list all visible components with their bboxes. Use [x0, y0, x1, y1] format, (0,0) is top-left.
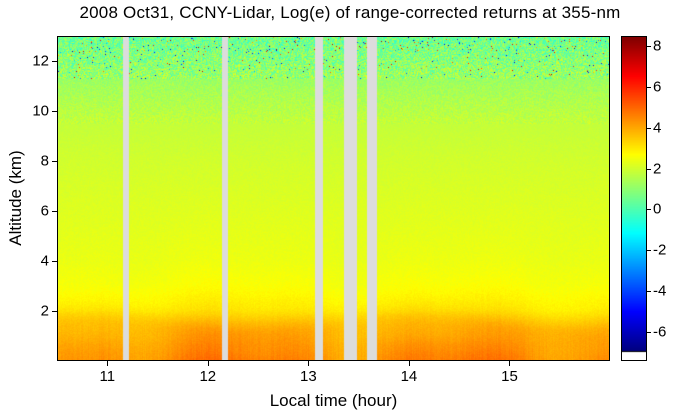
- y-tick-label: 6: [40, 202, 49, 220]
- x-tick-mark: [408, 361, 410, 366]
- colorbar-tick-label: -6: [653, 323, 667, 341]
- x-tick-mark: [509, 361, 511, 366]
- colorbar-tick-mark: [647, 86, 651, 88]
- y-tick-label: 12: [32, 52, 49, 70]
- x-tick-label: 13: [300, 368, 317, 385]
- heatmap-canvas: [58, 37, 609, 360]
- colorbar-tick-label: 4: [653, 119, 662, 137]
- colorbar-tick-label: 6: [653, 78, 662, 96]
- colorbar-tick-mark: [647, 127, 651, 129]
- x-tick-label: 12: [199, 368, 217, 385]
- colorbar-canvas: [622, 37, 646, 360]
- heatmap-plot: [57, 36, 610, 361]
- colorbar-tick-label: 8: [653, 37, 662, 55]
- y-tick-label: 4: [40, 252, 49, 270]
- colorbar-tick-mark: [647, 250, 651, 252]
- colorbar: [621, 36, 647, 361]
- y-tick-label: 8: [40, 152, 49, 170]
- x-tick-mark: [207, 361, 209, 366]
- y-axis-label: Altitude (km): [6, 150, 25, 246]
- x-tick-label: 15: [501, 368, 518, 385]
- x-tick-mark: [308, 361, 310, 366]
- x-tick-mark: [107, 361, 109, 366]
- y-tick-label: 10: [32, 102, 49, 120]
- y-tick-label: 2: [40, 302, 49, 320]
- colorbar-tick-label: -4: [653, 282, 667, 300]
- colorbar-tick-label: -2: [653, 241, 667, 259]
- x-tick-label: 14: [400, 368, 418, 385]
- x-tick-label: 11: [99, 368, 116, 385]
- colorbar-tick-mark: [647, 290, 651, 292]
- colorbar-tick-label: 2: [653, 160, 662, 178]
- colorbar-tick-label: 0: [653, 200, 662, 218]
- x-axis-label: Local time (hour): [269, 391, 398, 410]
- colorbar-tick-mark: [647, 168, 651, 170]
- chart-title: 2008 Oct31, CCNY-Lidar, Log(e) of range-…: [79, 3, 621, 22]
- colorbar-tick-mark: [647, 46, 651, 48]
- colorbar-tick-mark: [647, 209, 651, 211]
- colorbar-tick-mark: [647, 331, 651, 333]
